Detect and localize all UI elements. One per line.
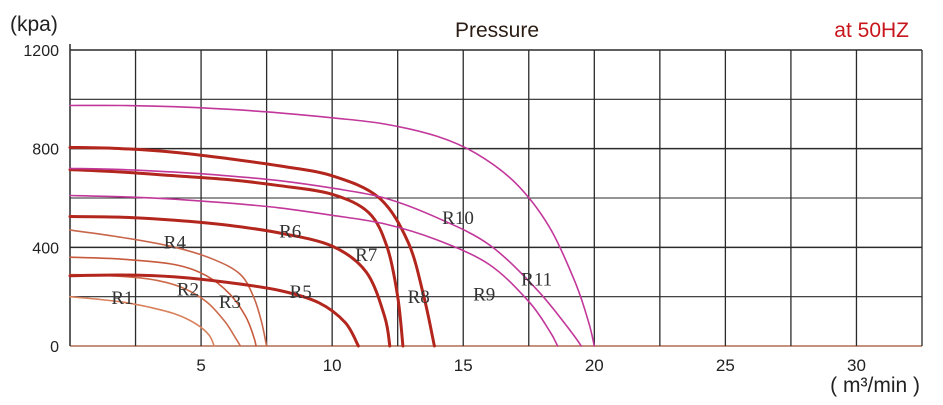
series-line-r7 [68, 168, 405, 348]
series-line-r4 [69, 229, 268, 347]
y-axis-label: (kpa) [10, 13, 58, 36]
grid [69, 44, 923, 347]
y-tick-800: 800 [32, 142, 59, 159]
x-tick-10: 10 [323, 356, 342, 375]
series-label-r5: R5 [290, 282, 312, 303]
chart-subtitle: at 50HZ [834, 19, 909, 42]
series-line-r1 [69, 295, 215, 347]
series-line-r6 [68, 215, 392, 348]
series-label-r7: R7 [355, 245, 377, 266]
series-label-r8: R8 [408, 287, 430, 308]
y-tick-0: 0 [50, 339, 59, 356]
series-label-r4: R4 [164, 233, 187, 254]
series-line-r10 [69, 167, 582, 347]
series-label-r3: R3 [219, 292, 241, 313]
series-label-r1: R1 [111, 288, 133, 309]
x-axis-label: ( m³/min ) [830, 374, 920, 397]
series-label-r9: R9 [473, 284, 495, 305]
x-tick-20: 20 [585, 356, 604, 375]
series-line-r11 [69, 104, 596, 347]
y-tick-1200: 1200 [23, 43, 59, 60]
chart-title: Pressure [455, 19, 539, 42]
series-lines [68, 104, 596, 348]
tick-labels: 0 400 800 1200 5 10 15 20 25 30 [23, 43, 866, 375]
series-label-r2: R2 [177, 279, 199, 300]
series-line-r3 [69, 256, 257, 347]
x-tick-25: 25 [716, 356, 735, 375]
series-labels: R1 R2 R3 R4 R5 R6 R7 R8 R9 R10 R11 [111, 208, 552, 313]
series-label-r11: R11 [521, 270, 552, 291]
y-tick-400: 400 [32, 240, 59, 257]
series-line-r8 [68, 145, 436, 348]
x-tick-5: 5 [196, 356, 205, 375]
series-line-r9 [69, 194, 559, 347]
x-tick-15: 15 [454, 356, 473, 375]
x-tick-30: 30 [847, 356, 866, 375]
series-label-r6: R6 [279, 221, 301, 242]
series-line-r2 [69, 273, 242, 347]
series-label-r10: R10 [442, 208, 474, 229]
series-line-r5 [68, 273, 360, 348]
